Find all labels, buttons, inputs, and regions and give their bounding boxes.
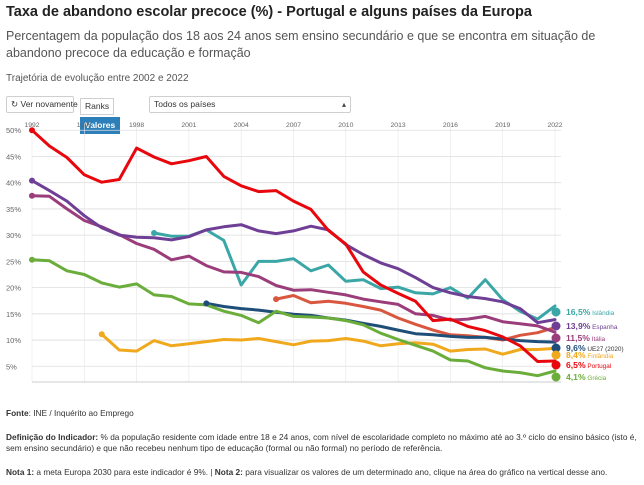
- series-end-point: [551, 350, 561, 360]
- definition-text: % da população residente com idade entre…: [6, 432, 637, 453]
- x-tick-label: 2013: [391, 122, 406, 129]
- y-tick-label: 50%: [6, 126, 21, 135]
- series-end-label: 11,5% Itália: [566, 333, 606, 343]
- line-chart[interactable]: 5% 10% 15% 20% 25% 30% 35% 40% 45% 50% 1992 1995 19…: [0, 116, 644, 406]
- x-tick-label: 1992: [24, 122, 39, 129]
- x-tick-label: 2004: [234, 122, 249, 129]
- series-start-point: [203, 300, 210, 307]
- series-start-point: [151, 230, 158, 237]
- x-tick-label: 2007: [286, 122, 301, 129]
- notes: Nota 1: a meta Europa 2030 para este ind…: [6, 467, 638, 478]
- x-tick-label: 2001: [181, 122, 196, 129]
- series-end-point: [551, 372, 561, 382]
- source-note: Fonte: INE / Inquérito ao Emprego: [6, 408, 638, 419]
- source-text: : INE / Inquérito ao Emprego: [28, 408, 134, 418]
- country-select[interactable]: Todos os países ▴: [149, 96, 351, 113]
- country-select-value: Todos os países: [154, 99, 216, 109]
- trajectory-caption: Trajetória de evolução entre 2002 e 2022: [6, 73, 189, 84]
- series-start-point: [273, 296, 280, 303]
- replay-icon: ↻: [11, 99, 19, 109]
- up-down-arrows-icon: ▴: [341, 100, 346, 109]
- x-tick-label: 2019: [495, 122, 510, 129]
- series-end-label: 4,1% Grécia: [566, 372, 607, 382]
- note1-label: Nota 1:: [6, 467, 35, 477]
- series-end-label: 8,4% Finlândia: [566, 350, 614, 360]
- x-tick-label: 1998: [129, 122, 144, 129]
- replay-button[interactable]: ↻ Ver novamente: [6, 96, 78, 113]
- x-tick-label: 2016: [443, 122, 458, 129]
- replay-label: Ver novamente: [20, 99, 78, 109]
- view-toggle: Ranks Valores: [80, 96, 121, 134]
- definition-note: Definição do Indicador: % da população r…: [6, 432, 638, 454]
- y-tick-label: 30%: [6, 231, 21, 240]
- y-tick-label: 40%: [6, 179, 21, 188]
- series-start-point: [29, 177, 35, 184]
- series-end-point: [551, 307, 561, 317]
- y-tick-label: 35%: [6, 205, 21, 214]
- y-tick-label: 15%: [6, 310, 21, 319]
- series-end-point: [551, 360, 561, 370]
- definition-label: Definição do Indicador:: [6, 432, 99, 442]
- y-tick-label: 5%: [6, 362, 17, 371]
- source-label: Fonte: [6, 408, 29, 418]
- series-start-point: [29, 256, 35, 263]
- series-start-point: [29, 127, 35, 134]
- y-tick-label: 45%: [6, 152, 21, 161]
- series-line: [152, 228, 557, 321]
- x-tick-label: 2010: [338, 122, 353, 129]
- series-end-label: 6,5% Portugal: [566, 360, 611, 370]
- series-start-point: [29, 192, 35, 199]
- note2-label: Nota 2:: [214, 467, 243, 477]
- series-end-point: [551, 343, 561, 353]
- series-end-point: [551, 333, 561, 343]
- y-tick-label: 20%: [6, 284, 21, 293]
- series-end-label: 13,9% Espanha: [566, 321, 618, 331]
- values-button[interactable]: Valores: [80, 117, 121, 134]
- page-title: Taxa de abandono escolar precoce (%) - P…: [6, 4, 532, 20]
- series-start-point: [98, 331, 105, 338]
- x-tick-label: 2022: [547, 122, 562, 129]
- y-tick-label: 10%: [6, 336, 21, 345]
- note1-text: a meta Europa 2030 para este indicador é…: [34, 467, 215, 477]
- series-line: [204, 301, 557, 344]
- series-line: [30, 258, 557, 378]
- page-subtitle: Percentagem da população dos 18 aos 24 a…: [6, 29, 596, 60]
- series-line: [100, 332, 557, 356]
- x-tick-label: 1995: [77, 122, 92, 129]
- series-end-point: [551, 321, 561, 331]
- series-end-label: 9,6% UE27 (2020): [566, 343, 624, 353]
- y-tick-label: 25%: [6, 257, 21, 266]
- series-line: [30, 128, 557, 363]
- note2-text: para visualizar os valores de um determi…: [242, 467, 608, 477]
- ranks-button[interactable]: Ranks: [80, 98, 115, 115]
- series-end-label: 16,5% Islândia: [566, 307, 615, 317]
- series-line: [30, 179, 557, 325]
